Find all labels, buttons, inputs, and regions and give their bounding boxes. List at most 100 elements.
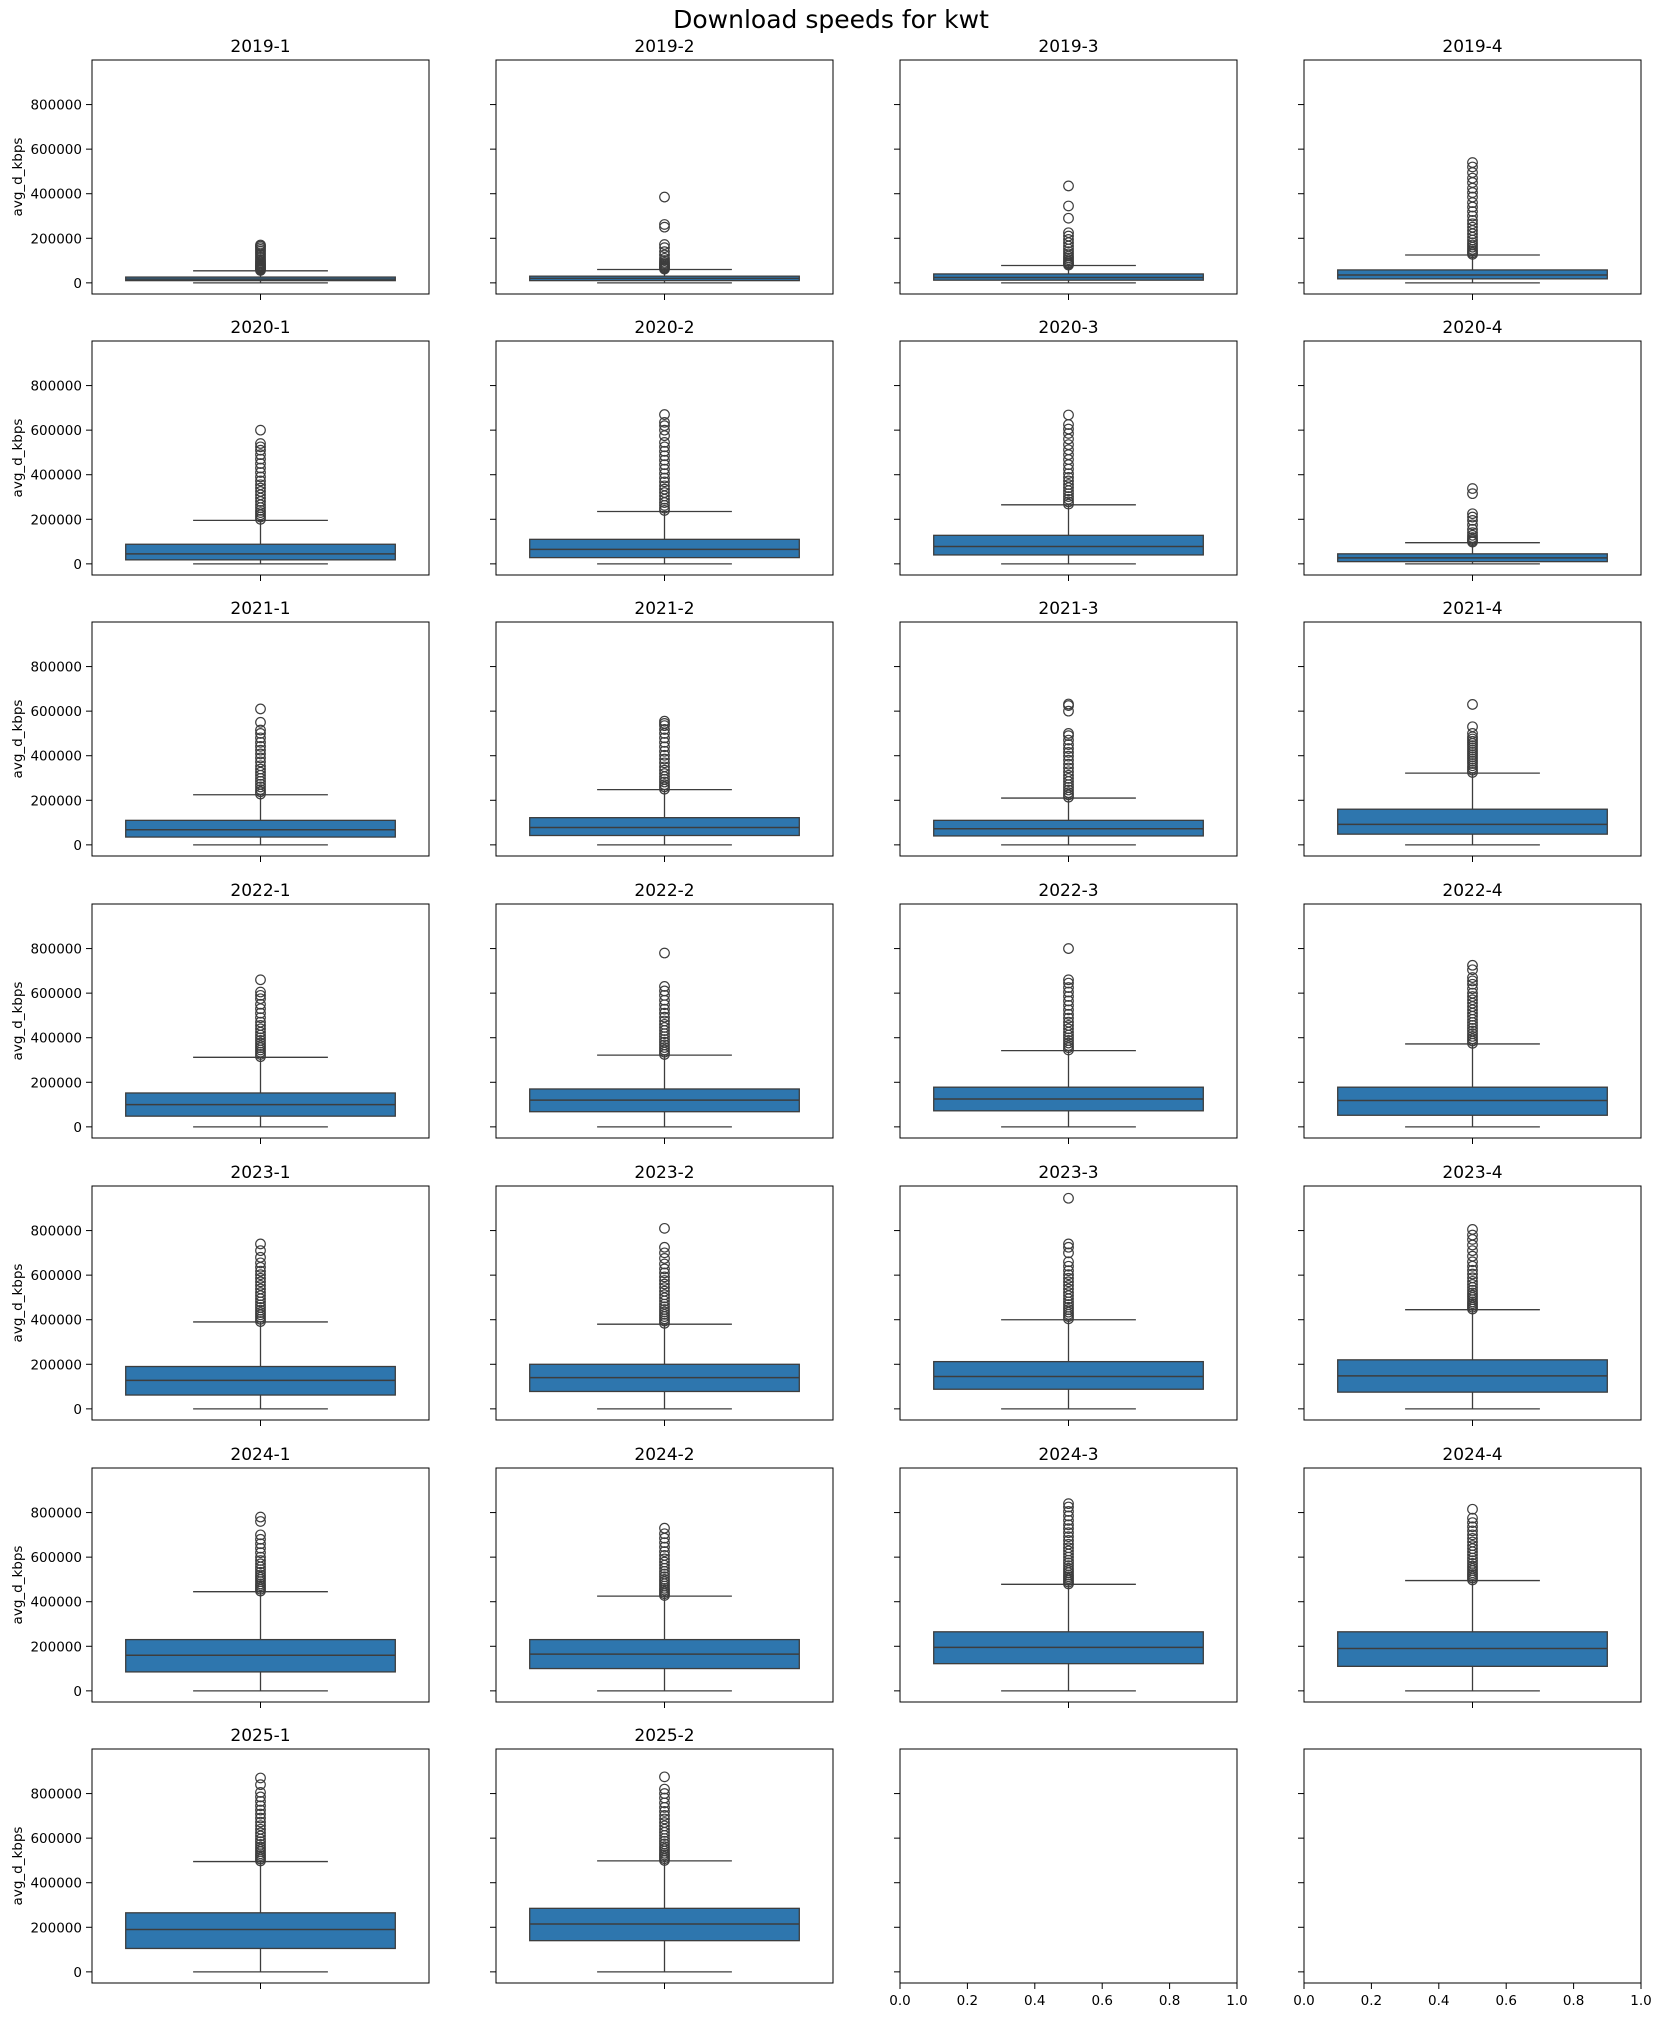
y-tick-label: 400000 [30,468,82,484]
outlier-point [255,703,266,715]
outlier-point [255,1804,266,1816]
outlier-point [659,776,670,788]
outlier-point [1467,994,1478,1006]
outlier-point [255,784,266,795]
outlier-point [1063,1004,1074,1016]
outlier-point [255,1238,266,1250]
outlier-point [1063,482,1074,494]
outlier-point [1063,698,1074,710]
outlier-point [255,989,266,1001]
panel-2022-1: 2022-1 0 200000 400000 600000 800000 avg_d_kbp… [10,881,430,1144]
outlier-point [255,781,266,793]
outlier-point [659,1541,670,1553]
axes-frame [91,1185,430,1421]
outlier-point [659,1007,670,1019]
outlier-point [1467,515,1478,526]
outlier-point [255,1302,266,1313]
outlier-point [255,1816,266,1828]
panel-2024-3: 2024-3 [894,1445,1238,1708]
y-tick-label: 800000 [30,98,82,114]
panel-title: 2021-2 [634,599,694,619]
outlier-point [1063,1020,1074,1031]
outlier-point [255,449,266,461]
outlier-point [255,1007,266,1019]
outlier-point [1467,991,1478,1002]
outlier-point [659,1011,670,1023]
panel-2020-3: 2020-3 [894,318,1238,581]
axes-frame [495,59,834,295]
panel-2023-4: 2023-4 [1298,1163,1642,1426]
outlier-point [1063,471,1074,483]
outlier-point [1467,488,1478,500]
outlier-point [1467,1025,1478,1037]
outlier-point [1063,1299,1074,1310]
y-tick-label: 200000 [30,1075,82,1091]
outlier-point [255,1551,266,1563]
outlier-point [255,1257,266,1269]
outlier-point [659,736,670,748]
outlier-point [659,753,670,765]
outlier-point [1063,496,1074,508]
panel-2019-3: 2019-3 [894,37,1238,300]
outlier-point [255,486,266,497]
x-tick-label: 0.6 [1091,1993,1112,2009]
y-tick-label: 400000 [30,749,82,765]
outlier-point [1467,508,1478,520]
panel-title: 2024-1 [230,1445,290,1465]
outlier-point [1063,1538,1074,1550]
outlier-point [659,1823,670,1835]
outlier-point [1063,1287,1074,1298]
y-tick-label: 0 [73,1684,82,1700]
axes-frame [91,903,430,1139]
outlier-point [1063,428,1074,439]
outlier-point [1063,475,1074,487]
outlier-point [1467,1250,1478,1262]
y-tick-label: 0 [73,276,82,292]
axes-frame [1303,1467,1642,1703]
outlier-point [1467,1287,1478,1299]
outlier-point [255,504,266,516]
outlier-point [1467,964,1478,976]
panel-2019-2: 2019-2 [490,37,834,300]
outlier-point [1063,705,1074,717]
outlier-point [1063,787,1074,799]
outlier-point [659,724,670,735]
outlier-point [255,736,266,748]
outlier-point [659,757,670,769]
outlier-point [255,763,266,775]
outlier-point [659,1301,670,1313]
outlier-point [659,424,670,436]
outlier-point [659,450,670,462]
outlier-point [659,1278,670,1290]
panel-2022-4: 2022-4 [1298,881,1642,1144]
outlier-point [1467,1239,1478,1251]
y-tick-label: 600000 [30,142,82,158]
panel-title: 2020-1 [230,318,290,338]
outlier-point [1467,1525,1478,1537]
outlier-point [659,1247,670,1259]
panels: 2019-1 0 200000 400000 600000 800000 avg_d_kbp… [10,37,1652,2009]
panel-2021-3: 2021-3 [894,599,1238,862]
outlier-point [1063,1000,1074,1011]
outlier-point [1063,1016,1074,1028]
y-axis-label: avg_d_kbps [10,1546,26,1625]
y-tick-label: 400000 [30,187,82,203]
y-tick-label: 0 [73,1965,82,1981]
outlier-point [1467,1503,1478,1515]
outlier-point [1467,699,1478,710]
outlier-point [659,1022,670,1033]
panel-2025-2: 2025-2 [490,1726,834,1989]
outlier-point [1063,1501,1074,1513]
outlier-point [659,1285,670,1297]
outlier-point [659,463,670,475]
outlier-point [255,1823,266,1835]
outlier-point [1063,758,1074,770]
outlier-point [1063,1241,1074,1253]
outlier-point [659,430,670,442]
outlier-point [659,437,670,448]
outlier-point [1063,1269,1074,1281]
outlier-point [659,1568,670,1580]
outlier-point [255,1533,266,1545]
outlier-point [1063,444,1074,456]
outlier-point [255,1529,266,1541]
